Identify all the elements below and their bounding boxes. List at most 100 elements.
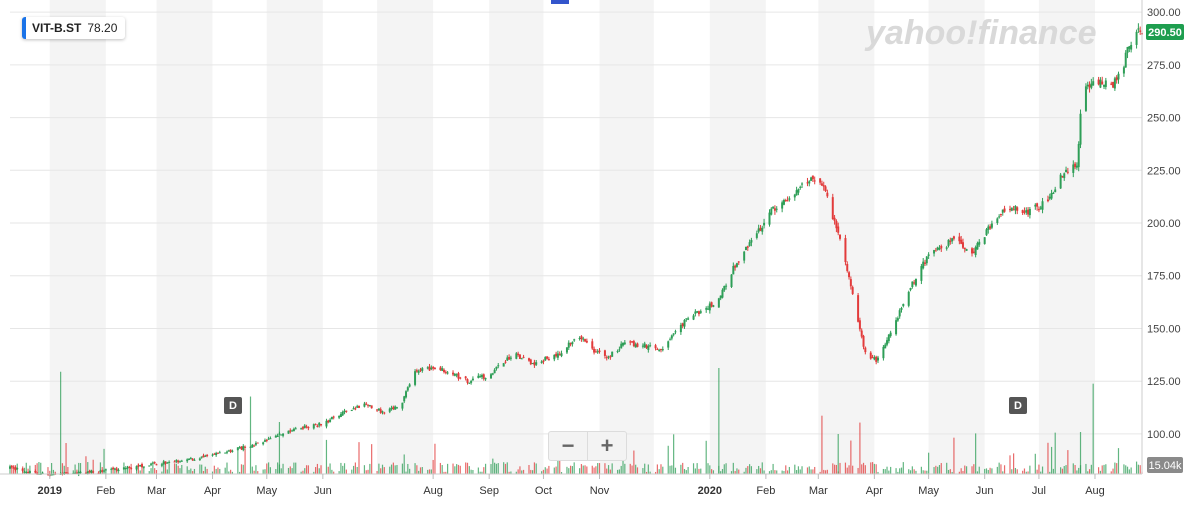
- candle-body: [824, 186, 827, 192]
- volume-bar: [544, 467, 546, 474]
- volume-bar: [213, 465, 215, 474]
- volume-bar: [593, 467, 595, 474]
- volume-bar: [454, 466, 456, 474]
- volume-bar: [67, 467, 69, 474]
- candle-body: [770, 208, 773, 215]
- volume-bar: [783, 471, 785, 474]
- volume-bar: [87, 462, 89, 474]
- shaded-month: [156, 0, 213, 474]
- volume-bar: [262, 469, 264, 474]
- plus-icon[interactable]: +: [587, 432, 626, 460]
- candle-body: [707, 308, 710, 310]
- candle-body: [1101, 81, 1104, 85]
- candle-body: [1117, 73, 1120, 80]
- volume-bar: [683, 469, 686, 474]
- volume-bar: [497, 463, 499, 474]
- candle-body: [672, 333, 675, 335]
- dividend-event-marker[interactable]: D: [1009, 397, 1027, 414]
- candle-body: [379, 409, 382, 413]
- candle-body: [598, 350, 601, 353]
- candle-body: [773, 208, 776, 211]
- candle-body: [594, 351, 597, 353]
- candle-body: [1054, 189, 1057, 193]
- candle-body: [616, 351, 619, 353]
- candle-body: [112, 467, 115, 470]
- volume-bar: [882, 468, 885, 474]
- volume-bar: [186, 466, 188, 474]
- volume-bar: [763, 470, 765, 474]
- volume-bar: [933, 467, 935, 474]
- volume-bar: [371, 444, 373, 474]
- candle-body: [1074, 163, 1077, 168]
- candle-body: [224, 452, 227, 454]
- candle-body: [276, 435, 279, 437]
- volume-bar: [620, 465, 622, 474]
- candle-body: [343, 410, 346, 413]
- candle-body: [414, 371, 417, 385]
- candle-body: [924, 262, 927, 264]
- candle-body: [976, 243, 979, 250]
- volume-bar: [244, 448, 246, 474]
- volume-bar: [837, 434, 839, 474]
- volume-bar: [875, 464, 877, 474]
- volume-bar: [826, 469, 828, 474]
- volume-bar: [629, 463, 631, 474]
- volume-bar: [369, 463, 371, 474]
- candle-body: [358, 405, 361, 408]
- minus-icon[interactable]: −: [561, 433, 575, 458]
- volume-bar: [1078, 467, 1080, 474]
- volume-bar: [452, 463, 454, 474]
- candle-body: [811, 175, 814, 180]
- volume-bar: [483, 467, 485, 474]
- volume-bar: [103, 448, 105, 474]
- volume-bar: [595, 466, 597, 474]
- volume-bar: [168, 463, 170, 474]
- volume-bar: [861, 464, 863, 474]
- volume-bar: [457, 464, 460, 474]
- volume-bar: [430, 469, 432, 474]
- candle-body: [25, 471, 28, 473]
- candle-body: [189, 458, 192, 460]
- volume-bar: [1105, 464, 1107, 474]
- candle-body: [1014, 205, 1017, 211]
- candle-body: [750, 240, 753, 243]
- volume-bar: [173, 463, 176, 474]
- volume-bar: [342, 465, 344, 474]
- range-handle[interactable]: [551, 0, 569, 4]
- candle-body: [788, 198, 791, 200]
- volume-bar: [958, 471, 960, 474]
- candle-body: [732, 265, 735, 275]
- volume-bar: [1126, 466, 1129, 474]
- ticker-badge[interactable]: VIT-B.ST 78.20: [22, 17, 126, 39]
- volume-bar: [1090, 464, 1092, 474]
- candle-body: [191, 458, 194, 461]
- candle-body: [368, 405, 371, 407]
- volume-bar: [584, 465, 586, 474]
- candle-body: [52, 474, 55, 476]
- volume-bar: [996, 466, 998, 474]
- candle-body: [441, 368, 444, 371]
- volume-bar: [566, 466, 568, 474]
- candle-body: [86, 471, 89, 474]
- candle-body: [253, 445, 256, 447]
- candle-body: [927, 254, 930, 256]
- x-tick-label: Oct: [535, 485, 552, 497]
- dividend-event-marker[interactable]: D: [224, 397, 242, 414]
- candle-body: [685, 318, 688, 320]
- volume-bar: [143, 466, 145, 474]
- candle-body: [609, 356, 612, 358]
- volume-bar: [814, 466, 816, 474]
- candle-body: [553, 354, 556, 360]
- candle-body: [383, 412, 386, 414]
- candle-body: [1021, 210, 1024, 213]
- candle-body: [417, 370, 420, 373]
- volume-bar: [1036, 469, 1038, 474]
- candle-body: [177, 460, 180, 463]
- x-tick-label: Jul: [1032, 485, 1046, 497]
- candle-body: [394, 406, 397, 410]
- candle-body: [965, 249, 968, 251]
- volume-bar: [154, 468, 156, 474]
- candle-body: [137, 465, 140, 467]
